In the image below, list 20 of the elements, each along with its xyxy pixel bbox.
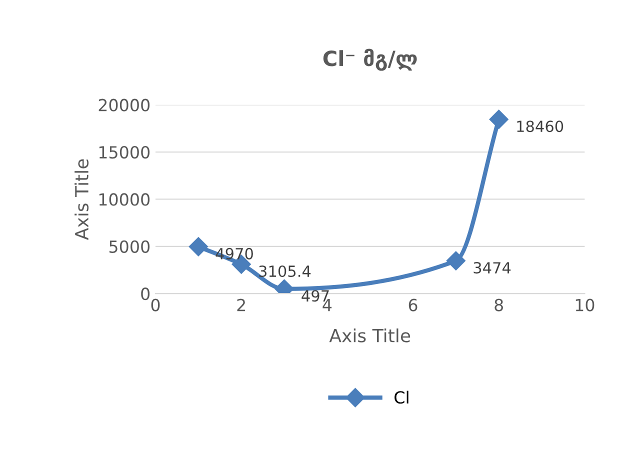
y-tick-label: 5000	[110, 240, 150, 253]
legend-label: Cl	[394, 390, 408, 404]
y-axis-title: Axis Title	[74, 159, 89, 240]
y-tick-label: 15000	[99, 146, 150, 159]
y-tick-label: 20000	[98, 98, 150, 112]
x-tick-label: 6	[408, 298, 418, 312]
point	[188, 237, 208, 256]
chart-title: Cl⁻ მგ/ლ	[323, 48, 417, 71]
x-tick-label: 2	[237, 298, 245, 312]
data-label: 18460	[517, 120, 564, 132]
data-label: 3105.4	[259, 265, 311, 278]
x-tick-label: 0	[151, 298, 160, 312]
point	[446, 251, 466, 270]
y-tick-label: 10000	[99, 193, 150, 206]
x-axis-title: Axis Title	[329, 328, 410, 342]
y-tick-label: 0	[141, 288, 150, 300]
x-tick-label: 8	[494, 298, 504, 312]
data-label: 3474	[474, 262, 511, 274]
point	[489, 110, 508, 129]
x-tick-label: 10	[576, 298, 594, 312]
